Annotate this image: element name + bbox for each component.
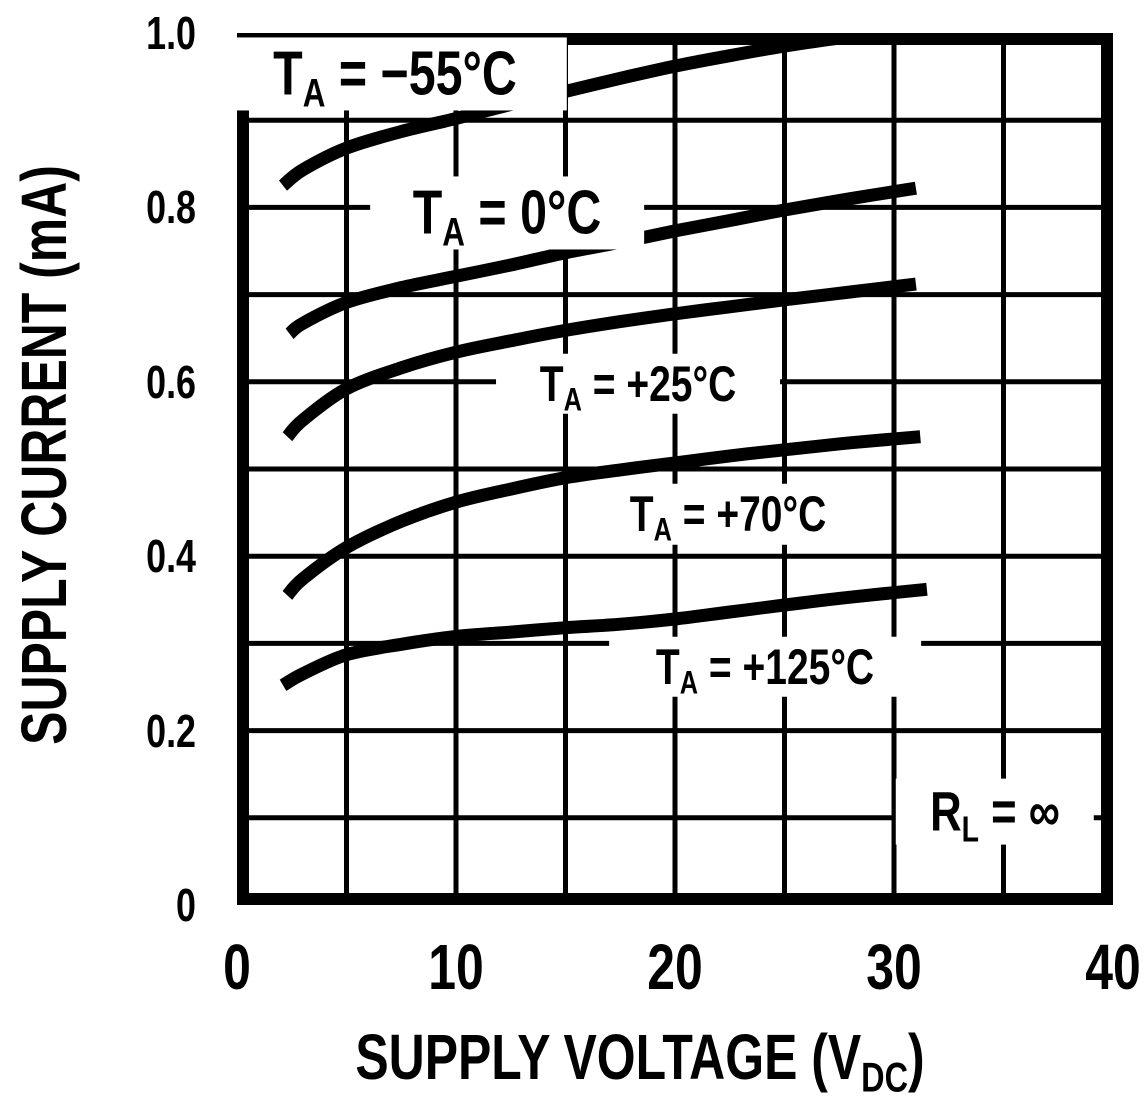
y-tick-label-0: 0 [176, 879, 196, 931]
x-tick-label-40: 40 [1085, 931, 1141, 1003]
y-tick-label-0.6: 0.6 [146, 355, 196, 408]
curve-label-ta-plus-125c: TA = +125°C [608, 636, 921, 699]
curve-label-ta-minus-55c: TA = −55°C [222, 37, 567, 113]
x-tick-label-20: 20 [647, 931, 703, 1003]
y-tick-label-1.0: 1.0 [146, 7, 196, 59]
x-axis-title: SUPPLY VOLTAGE (VDC) [355, 1021, 925, 1100]
plot-area [237, 33, 1113, 905]
y-tick-label-0.8: 0.8 [146, 181, 196, 234]
x-tick-label-10: 10 [428, 931, 484, 1003]
x-tick-label-0: 0 [223, 931, 251, 1003]
curve-label-ta-0c: TA = 0°C [370, 176, 645, 252]
x-tick-label-30: 30 [866, 931, 922, 1003]
y-tick-label-0.4: 0.4 [146, 530, 196, 583]
annotation-rl-infinity: RL = ∞ [895, 778, 1094, 847]
curve-label-ta-plus-25c: TA = +25°C [495, 353, 780, 415]
curve-label-ta-plus-70c: TA = +70°C [585, 484, 870, 546]
y-axis-title: SUPPLY CURRENT (mA) [8, 165, 80, 745]
y-tick-label-0.2: 0.2 [146, 704, 196, 757]
